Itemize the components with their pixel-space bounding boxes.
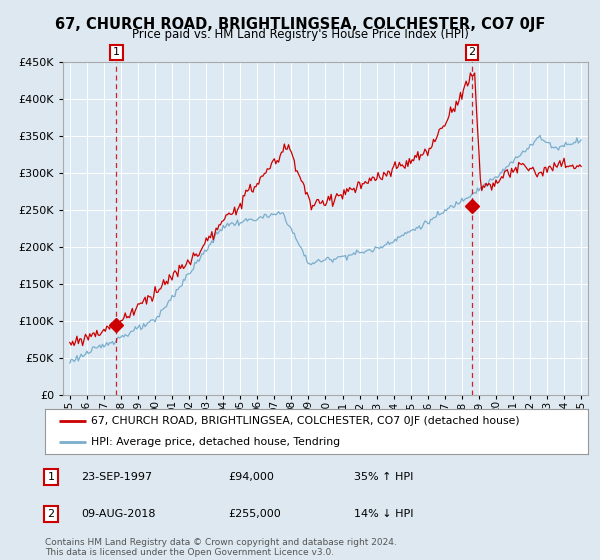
Text: 67, CHURCH ROAD, BRIGHTLINGSEA, COLCHESTER, CO7 0JF (detached house): 67, CHURCH ROAD, BRIGHTLINGSEA, COLCHEST… [91, 416, 520, 426]
Text: 1: 1 [113, 48, 120, 58]
Text: 09-AUG-2018: 09-AUG-2018 [81, 509, 155, 519]
Text: 2: 2 [469, 48, 476, 58]
Text: 35% ↑ HPI: 35% ↑ HPI [354, 472, 413, 482]
Text: Price paid vs. HM Land Registry's House Price Index (HPI): Price paid vs. HM Land Registry's House … [131, 28, 469, 41]
Text: HPI: Average price, detached house, Tendring: HPI: Average price, detached house, Tend… [91, 437, 340, 447]
Text: 67, CHURCH ROAD, BRIGHTLINGSEA, COLCHESTER, CO7 0JF: 67, CHURCH ROAD, BRIGHTLINGSEA, COLCHEST… [55, 17, 545, 32]
Text: £94,000: £94,000 [228, 472, 274, 482]
Text: Contains HM Land Registry data © Crown copyright and database right 2024.
This d: Contains HM Land Registry data © Crown c… [45, 538, 397, 557]
Text: 1: 1 [47, 472, 55, 482]
Text: 14% ↓ HPI: 14% ↓ HPI [354, 509, 413, 519]
Text: 2: 2 [47, 509, 55, 519]
Text: 23-SEP-1997: 23-SEP-1997 [81, 472, 152, 482]
Text: £255,000: £255,000 [228, 509, 281, 519]
